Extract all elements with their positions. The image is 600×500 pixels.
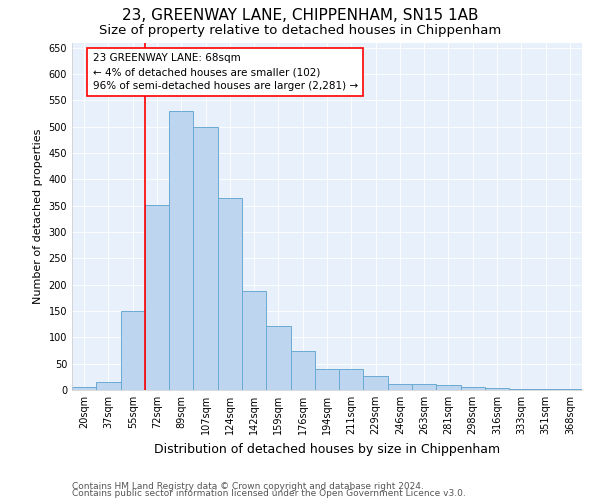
Bar [169,111,193,390]
Y-axis label: Number of detached properties: Number of detached properties [33,128,43,304]
Bar [388,384,412,390]
Bar [266,326,290,390]
Text: 23, GREENWAY LANE, CHIPPENHAM, SN15 1AB: 23, GREENWAY LANE, CHIPPENHAM, SN15 1AB [122,8,478,22]
Bar [485,388,509,390]
Bar [412,384,436,390]
Text: Contains public sector information licensed under the Open Government Licence v3: Contains public sector information licen… [72,490,466,498]
Bar [121,311,145,390]
Text: 23 GREENWAY LANE: 68sqm
← 4% of detached houses are smaller (102)
96% of semi-de: 23 GREENWAY LANE: 68sqm ← 4% of detached… [92,53,358,91]
Bar [72,388,96,390]
Bar [509,389,533,390]
Bar [315,369,339,390]
Text: Contains HM Land Registry data © Crown copyright and database right 2024.: Contains HM Land Registry data © Crown c… [72,482,424,491]
Bar [218,198,242,390]
Text: Size of property relative to detached houses in Chippenham: Size of property relative to detached ho… [99,24,501,37]
Bar [364,376,388,390]
Bar [145,204,169,390]
Bar [96,382,121,390]
Bar [242,291,266,390]
Bar [339,369,364,390]
Bar [436,384,461,390]
Bar [290,350,315,390]
Bar [461,388,485,390]
Bar [193,126,218,390]
X-axis label: Distribution of detached houses by size in Chippenham: Distribution of detached houses by size … [154,442,500,456]
